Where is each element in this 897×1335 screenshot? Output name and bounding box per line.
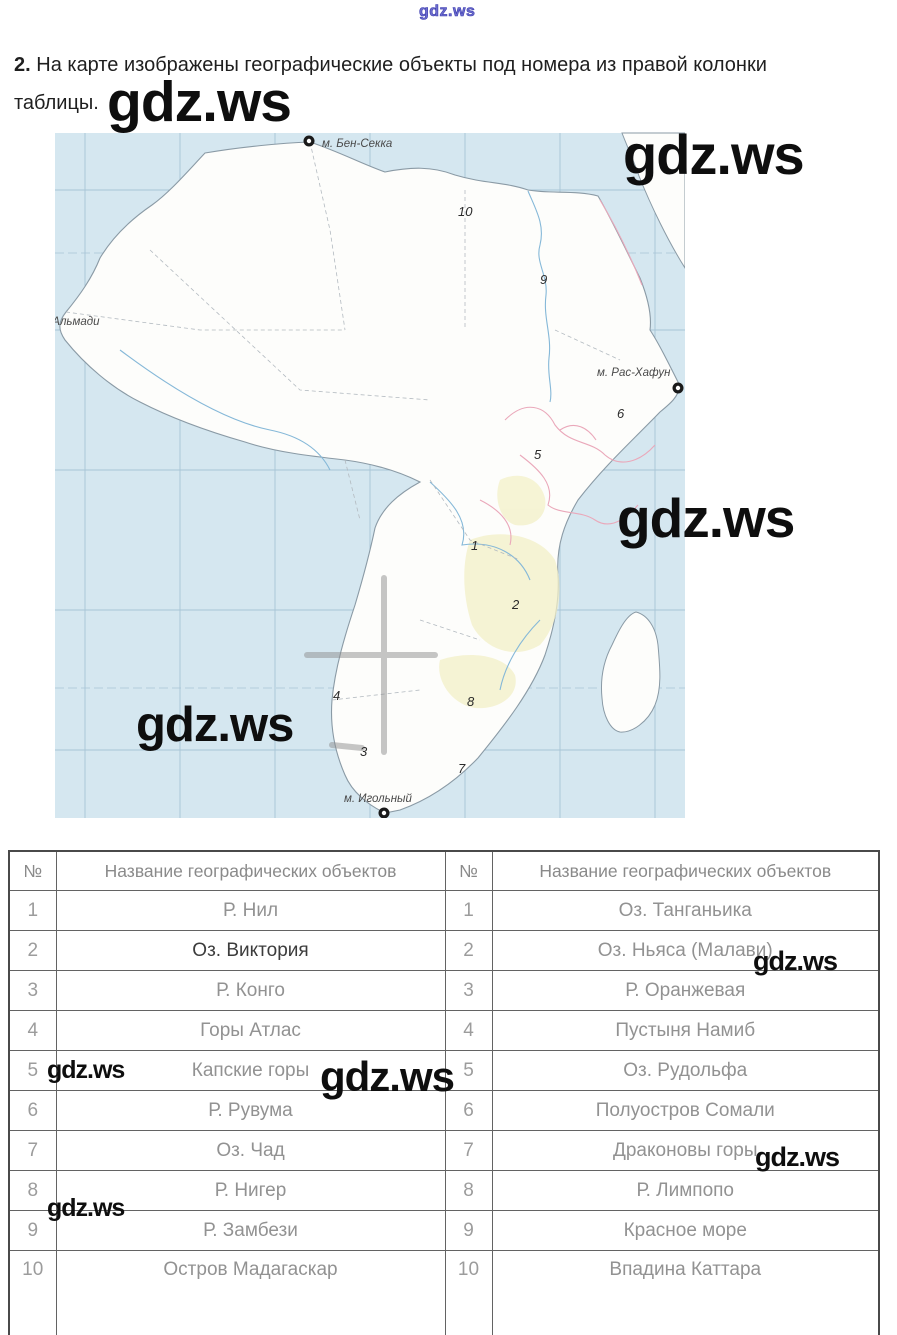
- row-number-cell: 4: [8, 1010, 57, 1051]
- table-row: 8 Р. Нигер 8 Р. Лимпопо: [8, 1170, 880, 1211]
- country-borders: [65, 141, 621, 701]
- map-number-3: 3: [360, 744, 368, 759]
- table-row: 9 Р. Замбези 9 Красное море: [8, 1210, 880, 1251]
- object-name-cell: Р. Оранжевая: [491, 970, 880, 1011]
- row-number-cell: 10: [444, 1250, 493, 1335]
- row-number-cell: 6: [8, 1090, 57, 1131]
- map-number-10: 10: [458, 204, 473, 219]
- row-number-cell: 1: [444, 890, 493, 931]
- object-name-cell: Р. Конго: [55, 970, 446, 1011]
- object-name-cell: Остров Мадагаскар: [55, 1250, 446, 1335]
- task-text-2: таблицы.: [14, 92, 99, 114]
- object-name-cell: Пустыня Намиб: [491, 1010, 880, 1051]
- object-name-cell: Оз. Танганьика: [491, 890, 880, 931]
- watermark-map-top-right: gdz.ws: [623, 123, 805, 186]
- row-number-cell: 9: [8, 1210, 57, 1251]
- rivers: [119, 190, 552, 691]
- row-number-cell: 8: [444, 1170, 493, 1211]
- object-name-cell: Р. Нил: [55, 890, 446, 931]
- object-name-cell: Р. Нигер: [55, 1170, 446, 1211]
- madagascar-island: [601, 611, 661, 733]
- row-number-cell: 5: [8, 1050, 57, 1091]
- cape-label-igolny: м. Игольный: [344, 793, 413, 805]
- watermark-table-right-2: gdz.ws: [755, 1142, 840, 1172]
- watermark-after-task: gdz.ws: [107, 70, 292, 134]
- col-header-no: №: [8, 850, 57, 891]
- objects-table: № Название географических объектов № Наз…: [8, 850, 880, 1335]
- relief-contours-pink: [479, 199, 656, 546]
- watermark-map-bottom-left: gdz.ws: [136, 698, 294, 752]
- cape-markers: [303, 135, 684, 818]
- map-number-2: 2: [511, 597, 520, 612]
- map-number-6: 6: [617, 406, 625, 421]
- table-row: 1 Р. Нил 1 Оз. Танганьика: [8, 890, 880, 931]
- table-row: 5 Капские горы 5 Оз. Рудольфа: [8, 1050, 880, 1091]
- pencil-marks: [304, 575, 438, 755]
- object-name-cell: Полуостров Сомали: [491, 1090, 880, 1131]
- object-name-cell: Оз. Виктория: [55, 930, 446, 971]
- map-number-1: 1: [471, 538, 478, 553]
- col-header-name-left: Название географических объектов: [55, 850, 446, 891]
- map-number-7: 7: [458, 761, 466, 776]
- object-name-cell: Р. Лимпопо: [491, 1170, 880, 1211]
- object-name-cell: Красное море: [491, 1210, 880, 1251]
- task-statement: 2. На карте изображены географические об…: [14, 46, 874, 122]
- watermark-table-right-1: gdz.ws: [753, 946, 838, 976]
- africa-contour-map: м. Бен-Секка м. Альмади м. Рас-Хафун м. …: [55, 128, 685, 818]
- row-number-cell: 3: [444, 970, 493, 1011]
- map-number-8: 8: [467, 694, 475, 709]
- task-number: 2.: [14, 54, 31, 76]
- object-name-cell: Оз. Рудольфа: [491, 1050, 880, 1091]
- col-header-name-right: Название географических объектов: [491, 850, 880, 891]
- table-row: 2 Оз. Виктория 2 Оз. Ньяса (Малави): [8, 930, 880, 971]
- object-name-cell: Оз. Чад: [55, 1130, 446, 1171]
- task-line-1: 2. На карте изображены географические об…: [14, 46, 874, 84]
- table-row: 7 Оз. Чад 7 Драконовы горы: [8, 1130, 880, 1171]
- row-number-cell: 7: [8, 1130, 57, 1171]
- row-number-cell: 4: [444, 1010, 493, 1051]
- row-number-cell: 9: [444, 1210, 493, 1251]
- table-row: 10 Остров Мадагаскар 10 Впадина Каттара: [8, 1250, 880, 1335]
- task-line-2: таблицы.: [14, 84, 874, 122]
- row-number-cell: 3: [8, 970, 57, 1011]
- table-row: 4 Горы Атлас 4 Пустыня Намиб: [8, 1010, 880, 1051]
- watermark-map-mid-right: gdz.ws: [617, 487, 795, 549]
- watermark-table-center: gdz.ws: [320, 1053, 455, 1100]
- watermark-table-left-2: gdz.ws: [47, 1194, 125, 1222]
- object-name-cell: Горы Атлас: [55, 1010, 446, 1051]
- object-name-cell: Оз. Ньяса (Малави): [491, 930, 880, 971]
- relief-tint-yellow: [439, 475, 560, 709]
- table-header-row: № Название географических объектов № Наз…: [8, 850, 880, 891]
- row-number-cell: 7: [444, 1130, 493, 1171]
- row-number-cell: 8: [8, 1170, 57, 1211]
- cape-label-ras-hafun: м. Рас-Хафун: [597, 367, 671, 379]
- object-name-cell: Впадина Каттара: [491, 1250, 880, 1335]
- task-text-1: На карте изображены географические объек…: [36, 54, 767, 76]
- map-number-9: 9: [540, 272, 547, 287]
- table-row: 3 Р. Конго 3 Р. Оранжевая: [8, 970, 880, 1011]
- object-name-cell: Капские горы: [55, 1050, 446, 1091]
- col-header-no-2: №: [444, 850, 493, 891]
- cape-label-almadi: м. Альмади: [55, 316, 100, 328]
- row-number-cell: 1: [8, 890, 57, 931]
- watermark-table-left-1: gdz.ws: [47, 1056, 125, 1084]
- map-number-5: 5: [534, 447, 542, 462]
- site-watermark-top: gdz.ws: [419, 3, 476, 20]
- arabia-landmass: [621, 132, 685, 269]
- row-number-cell: 10: [8, 1250, 57, 1335]
- object-name-cell: Р. Замбези: [55, 1210, 446, 1251]
- map-number-4: 4: [333, 688, 340, 703]
- row-number-cell: 2: [444, 930, 493, 971]
- row-number-cell: 2: [8, 930, 57, 971]
- cape-label-ben-sekka: м. Бен-Секка: [322, 138, 392, 150]
